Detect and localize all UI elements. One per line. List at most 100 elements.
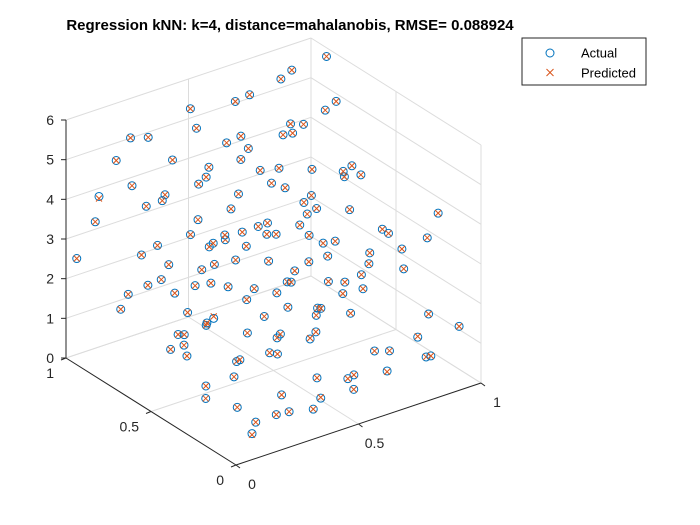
actual-point [271, 229, 281, 239]
actual-point [349, 384, 359, 394]
predicted-point [231, 98, 239, 105]
actual-point [399, 264, 409, 274]
grid-lines [65, 37, 482, 466]
predicted-point [332, 97, 340, 105]
actual-point [299, 197, 309, 207]
legend-box [521, 37, 647, 86]
x-tick-mark [235, 464, 241, 469]
actual-point [164, 260, 174, 270]
predicted-point [277, 330, 284, 338]
actual-point [272, 288, 282, 298]
actual-point [299, 119, 308, 129]
y-tick-mark [145, 411, 152, 414]
predicted-point [313, 374, 321, 382]
predicted-point [158, 197, 166, 205]
predicted-point [187, 231, 194, 238]
actual-point [287, 65, 297, 75]
predicted-point [127, 134, 134, 142]
predicted-point [385, 230, 392, 237]
predicted-point [264, 219, 271, 227]
predicted-point [144, 281, 152, 289]
predicted-point [242, 242, 250, 250]
actual-point [284, 407, 294, 417]
actual-point [192, 123, 201, 133]
actual-point [286, 119, 296, 129]
predicted-point [124, 290, 132, 298]
predicted-point [323, 53, 330, 60]
actual-point [275, 329, 285, 339]
predicted-point [434, 209, 442, 217]
z-tick-label: 6 [46, 112, 54, 128]
predicted-point [341, 173, 348, 181]
actual-point [226, 204, 236, 214]
predicted-point [357, 171, 365, 179]
predicted-point [308, 192, 315, 199]
actual-point [323, 251, 333, 261]
predicted-point [273, 289, 281, 297]
predicted-point [279, 131, 287, 139]
predicted-point [187, 105, 194, 113]
predicted-point [248, 431, 256, 439]
predicted-point [180, 331, 188, 339]
actual-point [323, 277, 333, 287]
predicted-point [358, 271, 365, 279]
actual-point [222, 138, 232, 148]
actual-point [137, 250, 146, 260]
actual-point [302, 209, 312, 219]
actual-point [311, 310, 321, 320]
predicted-point [210, 312, 218, 320]
predicted-point [289, 129, 296, 137]
actual-point [346, 308, 356, 318]
predicted-point [180, 341, 188, 349]
z-tick-label: 3 [46, 231, 54, 247]
actual-point [356, 270, 366, 280]
actual-point [186, 230, 195, 240]
z-tick-label: 1 [46, 310, 54, 326]
actual-point [249, 284, 259, 294]
actual-point [308, 404, 318, 414]
actual-point [263, 218, 272, 228]
data-points [72, 51, 464, 439]
predicted-point [256, 167, 264, 174]
predicted-point [339, 290, 347, 297]
actual-point [183, 308, 193, 318]
predicted-point [223, 139, 230, 147]
predicted-point [272, 411, 280, 418]
predicted-point [237, 156, 245, 163]
x-tick-label: 0.5 [365, 435, 385, 451]
actual-point [201, 381, 211, 391]
predicted-point [365, 260, 373, 268]
predicted-point [317, 394, 325, 401]
predicted-point [272, 230, 280, 238]
y-tick-label: 0.5 [120, 419, 140, 435]
actual-point [90, 217, 100, 227]
z-tick-label: 4 [46, 191, 54, 207]
actual-point [316, 303, 326, 313]
actual-point [370, 346, 379, 356]
actual-point [116, 304, 126, 314]
predicted-point [324, 252, 332, 260]
actual-point [237, 227, 247, 237]
actual-point [259, 311, 269, 321]
actual-point [306, 190, 316, 200]
predicted-point [268, 179, 275, 187]
predicted-point [371, 347, 378, 355]
predicted-point [237, 132, 245, 140]
actual-point [331, 96, 341, 106]
predicted-point [277, 75, 285, 83]
predicted-point [235, 190, 242, 198]
actual-point [426, 351, 436, 361]
actual-point [179, 330, 189, 340]
actual-point [190, 281, 200, 291]
predicted-point [209, 239, 217, 247]
predicted-point [348, 162, 356, 170]
actual-point [127, 181, 137, 191]
actual-point [201, 172, 211, 182]
predicted-point [154, 242, 161, 249]
actual-point [206, 278, 216, 288]
actual-point [365, 248, 375, 258]
predicted-point [184, 309, 191, 316]
actual-point [384, 228, 393, 238]
actual-point [223, 282, 233, 292]
x-tick-label: 0 [248, 476, 256, 492]
